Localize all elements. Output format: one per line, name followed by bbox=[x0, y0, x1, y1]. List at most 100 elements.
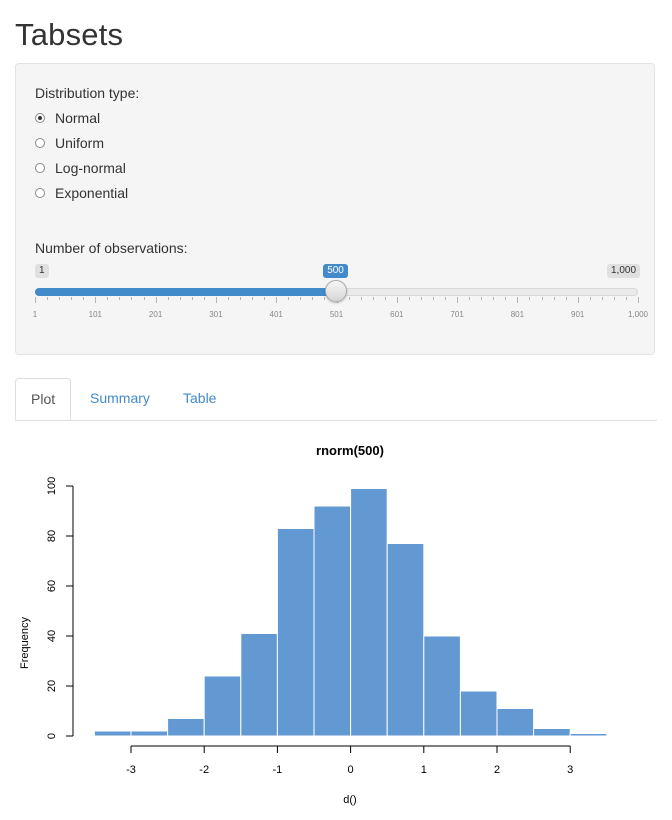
slider-tick-mark bbox=[432, 297, 434, 300]
y-tick-label: 20 bbox=[46, 680, 58, 692]
slider-tick-label: 201 bbox=[148, 310, 163, 319]
slider-tick-mark bbox=[625, 297, 627, 300]
y-axis-label: Frequency bbox=[19, 617, 31, 669]
y-tick-label: 60 bbox=[46, 580, 58, 592]
slider-tick-mark bbox=[143, 297, 145, 300]
slider-tick-mark bbox=[264, 297, 266, 300]
radio-log-normal-label: Log-normal bbox=[55, 160, 126, 176]
histogram-bar bbox=[459, 690, 498, 737]
slider-tick-mark bbox=[481, 297, 483, 300]
slider-tick-mark bbox=[372, 297, 374, 300]
histogram-bar bbox=[130, 730, 169, 737]
radio-log-normal-button[interactable] bbox=[35, 163, 45, 173]
slider-tick-mark bbox=[384, 297, 386, 300]
slider-tick-mark bbox=[191, 297, 193, 300]
slider-tick-mark bbox=[420, 297, 422, 300]
chart-title: rnorm(500) bbox=[316, 443, 384, 458]
slider-tick-label: 701 bbox=[450, 310, 464, 319]
radio-normal[interactable]: Normal bbox=[35, 108, 100, 128]
slider-tick-mark bbox=[155, 297, 157, 303]
slider-tick-label: 301 bbox=[209, 310, 223, 319]
radio-log-normal[interactable]: Log-normal bbox=[35, 158, 126, 178]
x-tick-label: 1 bbox=[421, 764, 427, 776]
histogram-bar bbox=[313, 505, 352, 737]
x-tick-label: -1 bbox=[273, 764, 283, 776]
x-axis-label: d() bbox=[343, 794, 356, 806]
slider-tick-mark bbox=[276, 297, 278, 303]
histogram-bar bbox=[167, 718, 205, 737]
histogram-bar bbox=[386, 543, 425, 737]
radio-exponential[interactable]: Exponential bbox=[35, 183, 128, 203]
slider-tick-mark bbox=[167, 297, 169, 300]
histogram-bar bbox=[93, 730, 132, 737]
slider-tick-mark bbox=[457, 297, 459, 303]
radio-exponential-label: Exponential bbox=[55, 185, 129, 201]
radio-normal-button[interactable] bbox=[35, 113, 45, 123]
slider-tick-mark bbox=[179, 297, 181, 300]
slider-tick-mark bbox=[215, 297, 217, 303]
histogram-bar bbox=[496, 708, 535, 737]
slider-tick-label: 801 bbox=[510, 310, 525, 319]
slider-tick-mark bbox=[445, 297, 447, 300]
slider-tick-mark bbox=[227, 297, 229, 300]
y-tick-label: 40 bbox=[46, 630, 58, 642]
page-title: Tabsets bbox=[15, 17, 124, 52]
observations-slider-handle[interactable] bbox=[325, 280, 348, 302]
slider-value-label: 500 bbox=[323, 264, 348, 278]
tab-bar: Plot Summary Table bbox=[15, 378, 657, 421]
slider-tick-mark bbox=[577, 297, 579, 303]
slider-tick-mark bbox=[469, 297, 471, 300]
observations-label: Number of observations: bbox=[35, 240, 188, 256]
slider-tick-mark bbox=[71, 297, 73, 300]
radio-uniform-button[interactable] bbox=[35, 138, 45, 148]
slider-tick-mark bbox=[360, 297, 362, 300]
histogram-bar bbox=[276, 528, 315, 737]
slider-tick-mark bbox=[541, 297, 543, 300]
slider-tick-mark bbox=[638, 297, 639, 303]
slider-tick-label: 901 bbox=[571, 310, 585, 319]
slider-tick-mark bbox=[107, 297, 109, 300]
x-tick-label: 3 bbox=[567, 764, 573, 776]
radio-uniform[interactable]: Uniform bbox=[35, 133, 104, 153]
slider-tick-label: 1 bbox=[32, 310, 38, 319]
slider-tick-mark bbox=[288, 297, 290, 300]
slider-tick-mark bbox=[529, 297, 531, 300]
distribution-type-label: Distribution type: bbox=[35, 85, 140, 101]
tab-table[interactable]: Table bbox=[183, 390, 217, 406]
slider-tick-mark bbox=[47, 297, 49, 300]
slider-tick-mark bbox=[565, 297, 567, 300]
histogram-bar bbox=[569, 733, 608, 737]
slider-tick-label: 101 bbox=[88, 310, 102, 319]
slider-tick-mark bbox=[348, 297, 350, 300]
slider-tick-mark bbox=[553, 297, 555, 300]
slider-tick-label: 601 bbox=[390, 310, 404, 319]
y-tick-label: 80 bbox=[46, 530, 58, 542]
slider-tick-mark bbox=[324, 297, 326, 300]
slider-tick-mark bbox=[505, 297, 507, 300]
histogram-bar bbox=[350, 488, 388, 737]
slider-tick-mark bbox=[131, 297, 133, 300]
histogram-bar bbox=[240, 633, 278, 737]
slider-tick-mark bbox=[95, 297, 97, 303]
histogram-bar bbox=[423, 635, 461, 737]
tab-summary[interactable]: Summary bbox=[90, 390, 150, 406]
x-tick-label: 2 bbox=[494, 764, 500, 776]
slider-tick-mark bbox=[240, 297, 242, 300]
x-tick-label: -3 bbox=[126, 764, 136, 776]
radio-normal-label: Normal bbox=[55, 110, 101, 126]
slider-tick-label: 1,000 bbox=[627, 310, 649, 319]
histogram-chart: rnorm(500) d() Frequency -3 -2 -1 0 1 2 3 0 20 4… bbox=[19, 443, 608, 806]
slider-tick-mark bbox=[601, 297, 603, 300]
radio-exponential-button[interactable] bbox=[35, 188, 45, 198]
histogram-bar bbox=[533, 728, 571, 737]
slider-tick-mark bbox=[252, 297, 254, 300]
slider-tick-mark bbox=[517, 297, 519, 303]
slider-tick-label: 401 bbox=[269, 310, 283, 319]
slider-tick-mark bbox=[59, 297, 61, 300]
sidebar-panel: Distribution type: Normal Uniform Log-no… bbox=[15, 63, 655, 355]
x-tick-label: -2 bbox=[199, 764, 209, 776]
tab-plot[interactable]: Plot bbox=[15, 378, 72, 420]
y-tick-label: 100 bbox=[46, 477, 58, 495]
slider-tick-mark bbox=[396, 297, 398, 303]
slider-tick-mark bbox=[493, 297, 495, 300]
